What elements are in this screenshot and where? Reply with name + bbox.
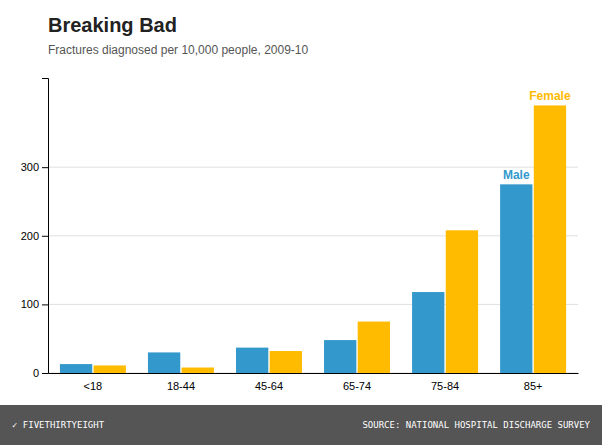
x-tick: 45-64 [255,380,283,392]
series-labels: Male Female [503,89,571,182]
bar [94,365,126,373]
bar [534,105,566,373]
bar [324,340,356,373]
series [94,105,567,373]
y-tick-label: 200 [21,230,39,242]
footer: ✓ FIVETHIRTYEIGHT SOURCE: NATIONAL HOSPIT… [0,405,602,445]
y-axis-line [42,79,49,374]
chart: Breaking Bad Fractures diagnosed per 10,0… [0,0,602,445]
y-tick-mark [42,304,48,305]
y-tick-label: 300 [21,161,39,173]
bar [182,368,214,373]
x-tick: 18-44 [167,380,195,392]
x-tick-label: 85+ [524,380,543,392]
series-label: Female [529,89,571,103]
x-tick-label: <18 [84,380,103,392]
x-axis: <18 18-44 45-64 65-74 75-84 85+ [49,374,579,392]
x-tick: 65-74 [343,380,371,392]
title: Breaking Bad [48,14,177,36]
footer-text: ✓ FIVETHIRTYEIGHT [12,420,105,430]
bar [446,230,478,373]
bars [60,105,566,373]
x-tick-label: 65-74 [343,380,371,392]
bar [500,184,532,373]
x-tick-label: 75-84 [431,380,459,392]
grid [48,167,578,373]
grid-line [48,373,578,374]
y-tick-mark [42,236,48,237]
bar [358,322,390,373]
series-label: Male [503,168,530,182]
grid-line [48,304,578,305]
grid-line [48,167,578,168]
bar [270,351,302,373]
y-axis: 0 100 200 300 [21,79,49,380]
y-tick: 300 [21,161,48,173]
y-tick-mark [42,373,48,374]
x-tick-label: 18-44 [167,380,195,392]
footer-bar [0,405,602,445]
x-tick-label: 45-64 [255,380,283,392]
series [60,184,533,373]
bar [412,292,444,373]
grid-line [48,235,578,236]
x-tick: 75-84 [431,380,459,392]
y-tick-mark [42,167,48,168]
y-tick: 200 [21,230,48,242]
x-axis-line [49,373,579,374]
subtitle: Fractures diagnosed per 10,000 people, 2… [48,43,309,57]
y-tick-label: 100 [21,298,39,310]
bar [148,352,180,373]
x-tick: 85+ [524,380,543,392]
x-tick: <18 [84,380,103,392]
bar [60,364,92,373]
y-tick: 0 [33,367,48,379]
footer-text: SOURCE: NATIONAL HOSPITAL DISCHARGE SURV… [362,420,590,430]
plot: 0 100 200 300 <18 18-44 45-64 65-74 75-84 85+ Male… [21,79,579,392]
bar [236,348,268,373]
y-tick-label: 0 [33,367,39,379]
y-tick: 100 [21,298,48,310]
